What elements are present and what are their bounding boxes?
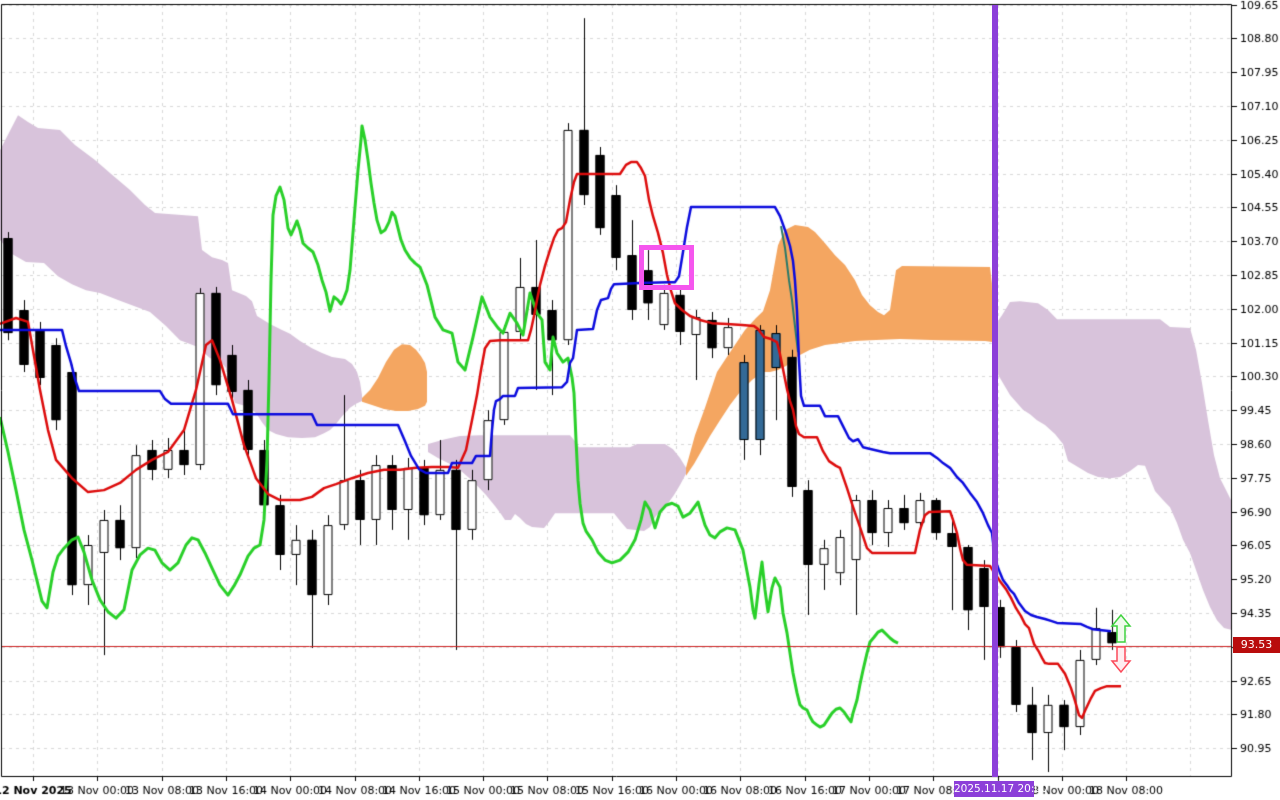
selected-time-badge[interactable]: 2025.11.17 20:00 (954, 781, 1048, 797)
annotation-rectangle[interactable] (639, 245, 694, 290)
current-price-badge: 93.53 (1233, 637, 1280, 653)
vertical-time-line[interactable] (992, 5, 998, 777)
